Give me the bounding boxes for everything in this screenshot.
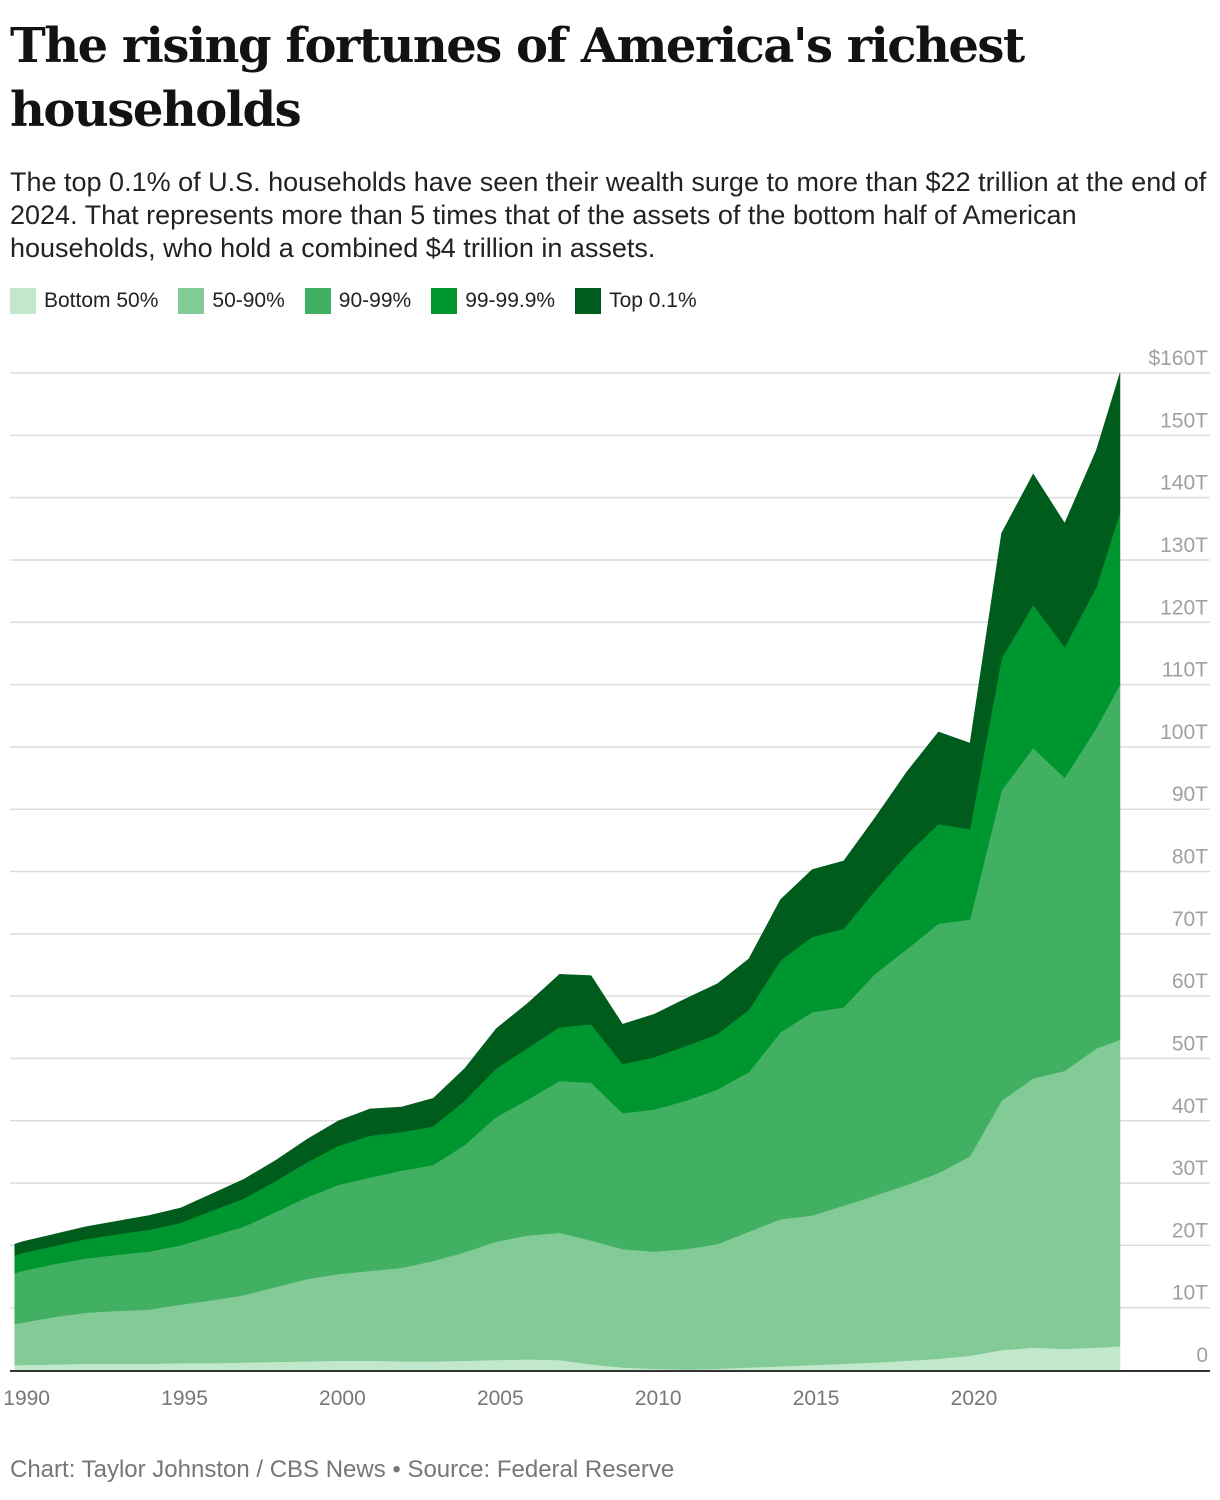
chart-subtitle: The top 0.1% of U.S. households have see… xyxy=(10,167,1207,263)
legend-swatch xyxy=(575,288,602,314)
x-tick-label: 2000 xyxy=(319,1387,366,1410)
legend-swatch xyxy=(178,288,205,314)
y-tick-label: 90T xyxy=(1172,783,1208,806)
area-series-4 xyxy=(14,372,1121,1256)
legend-label: 99-99.9% xyxy=(465,289,556,312)
y-tick-label: $160T xyxy=(1148,347,1208,370)
y-tick-label: 50T xyxy=(1172,1032,1208,1055)
legend-item-4: Top 0.1% xyxy=(575,288,697,314)
legend-item-1: 50-90% xyxy=(178,288,285,314)
y-tick-label: 110T xyxy=(1162,659,1208,682)
legend-label: Top 0.1% xyxy=(609,289,697,312)
y-tick-label: 80T xyxy=(1172,846,1208,869)
y-tick-label: 100T xyxy=(1160,721,1208,744)
y-tick-label: 0 xyxy=(1196,1344,1208,1367)
y-tick-label: 120T xyxy=(1160,596,1208,619)
x-tick-label: 2020 xyxy=(951,1387,998,1410)
y-tick-label: 70T xyxy=(1172,908,1208,931)
y-tick-label: 30T xyxy=(1172,1157,1208,1180)
x-tick-label: 2005 xyxy=(477,1387,524,1410)
legend-item-0: Bottom 50% xyxy=(10,288,158,314)
legend-label: 50-90% xyxy=(212,289,285,312)
y-tick-label: 10T xyxy=(1172,1282,1208,1305)
chart-title: The rising fortunes of America's richest… xyxy=(10,18,1025,138)
legend-swatch xyxy=(304,288,331,314)
stacked-area-chart: 0 10T 20T 30T 40T 50T 60T 70T 80T 90T 100T 110T 120T… xyxy=(3,347,1210,1410)
legend-item-2: 90-99% xyxy=(304,288,412,314)
x-tick-label: 1995 xyxy=(161,1387,208,1410)
legend-swatch xyxy=(10,288,36,314)
y-tick-label: 60T xyxy=(1172,970,1208,993)
x-tick-label: 2010 xyxy=(635,1387,682,1410)
y-tick-label: 20T xyxy=(1172,1219,1208,1242)
x-tick-label: 2015 xyxy=(793,1387,840,1410)
legend-swatch xyxy=(431,288,458,314)
y-tick-label: 40T xyxy=(1172,1095,1208,1118)
legend-label: Bottom 50% xyxy=(44,289,159,312)
footer-credit: Chart: Taylor Johnston / CBS News • Sour… xyxy=(10,1456,675,1483)
y-tick-label: 130T xyxy=(1160,534,1208,557)
y-tick-label: 140T xyxy=(1160,472,1208,495)
legend-label: 90-99% xyxy=(338,289,412,312)
legend-item-3: 99-99.9% xyxy=(431,288,555,314)
y-tick-label: 150T xyxy=(1160,409,1208,432)
x-tick-label: 1990 xyxy=(3,1387,50,1410)
legend: Bottom 50% 50-90% 90-99% 99-99.9% Top 0.1% xyxy=(10,288,717,314)
